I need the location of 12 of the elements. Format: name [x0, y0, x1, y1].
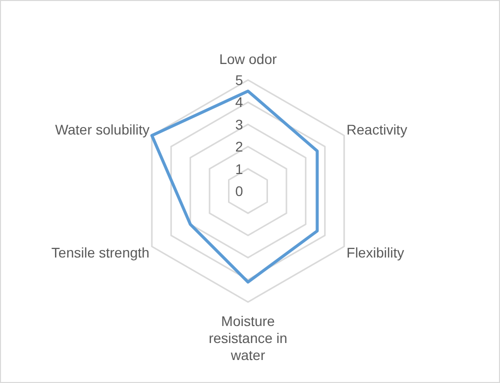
spoke-label: Tensile strength [51, 244, 150, 260]
spoke-label: Water solubility [55, 122, 150, 138]
y-tick-label: 1 [235, 160, 244, 177]
y-tick-label: 5 [235, 72, 244, 88]
spoke-label: Reactivity [346, 122, 408, 138]
spoke-label: Flexibility [346, 244, 404, 260]
y-tick-label: 3 [235, 116, 244, 132]
y-tick-label: 4 [235, 94, 244, 110]
spoke-label: Moisture resistance in water [208, 313, 288, 363]
y-tick-label: 2 [235, 138, 244, 155]
spoke-label: Low odor [219, 51, 278, 67]
y-tick-label: 0 [235, 183, 244, 199]
